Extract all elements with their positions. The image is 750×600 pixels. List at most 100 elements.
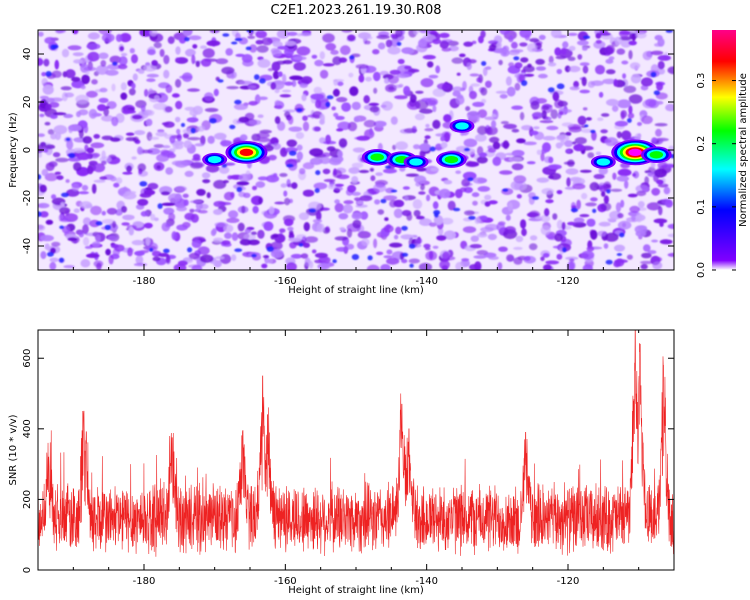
heatmap-cell [80,201,92,209]
heatmap-cell [281,89,292,93]
heatmap-cell [233,103,248,111]
heatmap-cell [146,78,156,83]
heatmap-cell [402,186,410,190]
heatmap-cell [331,106,337,111]
heatmap-cell [160,191,171,196]
heatmap-cell [114,244,125,252]
heatmap-cell [529,235,538,241]
heatmap-cell [621,60,629,65]
heatmap-cell [296,46,311,56]
heatmap-cell [651,187,661,196]
heatmap-cell [536,149,542,155]
heatmap-cell [271,61,281,72]
heatmap-cell [597,117,604,121]
heatmap-cell [369,106,380,113]
heatmap-cell [506,86,516,97]
heatmap-cell [363,95,371,104]
heatmap-cell [161,122,170,126]
heatmap-cell [376,251,384,256]
heatmap-cell [380,104,387,108]
heatmap-cell [569,258,575,262]
heatmap-cell [301,76,313,84]
heatmap-cell [228,210,239,219]
heatmap-cell [614,120,629,127]
heatmap-cell [71,183,80,192]
heatmap-cell [565,149,571,153]
heatmap-cell [432,201,439,210]
heatmap-cell [635,214,646,221]
heatmap-cell [466,160,474,166]
heatmap-cell [535,216,543,220]
heatmap-cell [122,192,137,200]
heatmap-cell [176,206,187,212]
heatmap-cell [436,83,450,90]
heatmap-cell [415,90,424,94]
heatmap-cell [366,264,380,270]
heatmap-cell-blue [619,232,625,238]
heatmap-cell [250,231,257,236]
heatmap-cell [620,110,627,118]
heatmap-cell [491,113,497,118]
heatmap-cell-blue [209,117,217,124]
heatmap-cell [337,150,343,159]
heatmap-cell [140,104,146,112]
heatmap-cell-blue [65,137,71,142]
heatmap-cell [56,175,64,181]
heatmap-cell-blue [266,246,274,253]
heatmap-cell [200,58,212,67]
heatmap-cell [618,36,633,41]
heatmap-cell [333,79,339,86]
heatmap-cell [373,120,387,128]
heatmap-cell [175,46,181,55]
heatmap-cell [257,137,271,143]
heatmap-cell [75,94,89,105]
heatmap-cell-blue [253,74,260,80]
heatmap-cell [477,125,488,135]
heatmap-cell [568,65,581,73]
heatmap-cell [238,173,252,182]
heatmap-cell [587,80,596,88]
heatmap-cell [343,200,354,205]
heatmap-cell [39,113,45,118]
heatmap-cell [231,254,237,261]
heatmap-cell [78,191,89,195]
heatmap-cell [287,226,294,231]
heatmap-cell [73,162,82,172]
heatmap-cell [124,190,137,194]
heatmap-cell [620,199,625,208]
heatmap-cell [316,223,325,233]
heatmap-cell [358,169,370,174]
heatmap-cell [556,253,563,260]
heatmap-cell [461,258,470,262]
heatmap-cell [199,254,214,263]
heatmap-cell [577,40,589,46]
heatmap-cell-blue [217,79,224,83]
heatmap-cell [270,82,277,90]
heatmap-cell [115,177,123,185]
heatmap-cell [285,262,297,270]
heatmap-cell [205,164,220,173]
heatmap-cell [337,81,344,87]
heatmap-cell [535,66,547,71]
heatmap-cell [377,209,385,215]
heatmap-cell [655,137,669,142]
heatmap-cell [435,65,441,74]
heatmap-cell-blue [653,90,661,96]
heatmap-cell [383,168,397,174]
colorbar-tick-label: 0.3 [696,73,707,89]
heatmap-cell [505,76,512,86]
heatmap-cell [134,250,145,256]
heatmap-cell [595,39,602,44]
heatmap-cell [206,192,211,199]
heatmap-cell [67,237,78,242]
heatmap-cell [145,236,151,246]
heatmap-cell [603,195,610,204]
heatmap-cell [237,222,245,232]
heatmap-cell [274,201,285,205]
heatmap-cell [455,188,463,199]
heatmap-cell [156,165,161,170]
heatmap-cell [83,236,90,246]
heatmap-cell [113,182,120,188]
heatmap-cell [153,42,162,49]
heatmap-cell [283,190,288,197]
